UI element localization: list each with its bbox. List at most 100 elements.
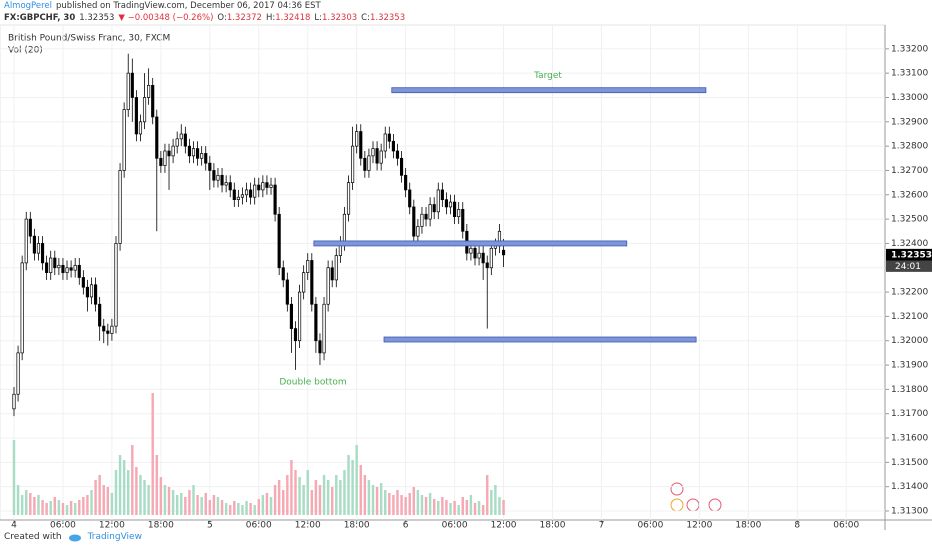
volume-bar xyxy=(371,485,375,515)
x-tick-label: 4 xyxy=(11,521,17,531)
y-tick-label: 1.32500 xyxy=(891,215,928,225)
x-tick-label: 06:00 xyxy=(246,521,272,531)
candle-body xyxy=(114,243,118,327)
event-icon[interactable] xyxy=(708,498,722,512)
candle-body xyxy=(322,303,326,354)
x-tick-label: 18:00 xyxy=(344,521,370,531)
volume-bar xyxy=(212,495,216,515)
candle-body xyxy=(142,97,147,123)
countdown-box xyxy=(886,260,932,272)
volume-bar xyxy=(175,495,179,515)
ohlc-key: C: xyxy=(361,13,370,23)
volume-bar xyxy=(114,470,118,515)
candle-body xyxy=(428,204,432,220)
volume-bar xyxy=(277,480,281,515)
candle-body xyxy=(269,184,273,188)
x-tick-label: 12:00 xyxy=(491,521,517,531)
volume-bar xyxy=(294,470,297,515)
candle-body xyxy=(444,199,449,208)
brand[interactable]: TradingView xyxy=(87,532,142,542)
volume-bar xyxy=(343,470,346,515)
event-icon[interactable] xyxy=(686,498,700,512)
volume-bar xyxy=(20,495,24,515)
volume-bar xyxy=(208,500,212,515)
candle-body xyxy=(453,201,457,218)
candle-body xyxy=(330,267,334,281)
author[interactable]: AlmogPerel xyxy=(4,1,53,11)
volume-bar xyxy=(228,505,232,515)
volume-bar xyxy=(37,495,40,515)
candle-body xyxy=(147,84,151,98)
y-tick-label: 1.33100 xyxy=(891,69,928,79)
candle-body xyxy=(420,213,424,227)
candle-body xyxy=(244,189,249,196)
candle-body xyxy=(306,260,310,273)
price: 1.32353 xyxy=(79,13,115,23)
change: ▼ −0.00348 (−0.26%) xyxy=(118,13,214,23)
volume-bar xyxy=(404,497,407,515)
volume-bar xyxy=(290,460,293,515)
volume-bar xyxy=(367,480,371,515)
ohlc: O:1.32372 H:1.32418 L:1.32303 C:1.32353 xyxy=(217,12,405,24)
ohlc-key: L: xyxy=(314,13,322,23)
candle-body xyxy=(200,153,204,159)
y-tick-label: 1.31900 xyxy=(891,361,928,371)
volume-bar xyxy=(384,490,387,515)
volume-bar xyxy=(388,493,391,515)
candle-body xyxy=(334,255,338,281)
volume-bar xyxy=(306,470,309,515)
candle-body xyxy=(151,84,155,118)
volume-bar xyxy=(220,500,224,515)
x-tick-label: 5 xyxy=(207,521,213,531)
volume-bar xyxy=(73,503,77,515)
candle-body xyxy=(179,133,183,140)
volume-bar xyxy=(441,497,444,515)
candle-body xyxy=(281,267,285,281)
volume-bar xyxy=(233,501,236,515)
ohlc-item: C:1.32353 xyxy=(361,12,405,24)
last-price-label: 1.32353 xyxy=(891,250,932,260)
ohlc-item: O:1.32372 xyxy=(217,12,262,24)
event-icons[interactable] xyxy=(670,482,722,512)
candle-body xyxy=(326,267,330,305)
volume-bar xyxy=(106,487,110,515)
y-tick-label: 1.31600 xyxy=(891,434,928,444)
level-line xyxy=(383,336,697,343)
volume-bar xyxy=(269,497,273,515)
candle-body xyxy=(404,174,408,191)
x-tick-label: 06:00 xyxy=(50,521,76,531)
symbol: FX:GBPCHF, 30 xyxy=(4,13,76,23)
volume-bar xyxy=(126,470,130,515)
volume-bar xyxy=(110,493,114,515)
candle-body xyxy=(45,262,49,273)
candle-body xyxy=(285,279,289,305)
volume-bar xyxy=(257,499,260,515)
candle-body xyxy=(408,189,412,208)
candle-body xyxy=(155,116,159,159)
volume-bar xyxy=(245,501,248,515)
candle-body xyxy=(253,184,257,198)
volume-bar xyxy=(69,501,73,515)
candle-body xyxy=(65,267,69,273)
volume-bar xyxy=(45,503,48,515)
volume-bar xyxy=(502,500,505,515)
candle-body xyxy=(236,196,240,200)
volume-bar xyxy=(33,497,36,515)
logo xyxy=(68,534,81,541)
candle-body xyxy=(240,194,245,198)
candle-body xyxy=(175,138,179,147)
volume-bar xyxy=(339,480,342,515)
volume-bar xyxy=(90,490,93,515)
candle-body xyxy=(106,330,110,334)
candle-body xyxy=(61,264,65,273)
volume-bar xyxy=(98,475,101,515)
volume-bar xyxy=(216,497,220,515)
event-icon[interactable] xyxy=(670,482,684,496)
volume-bar xyxy=(143,480,146,515)
ohlc-item: L:1.32303 xyxy=(314,12,357,24)
countdown-label: 24:01 xyxy=(895,262,921,272)
y-tick-label: 1.32800 xyxy=(891,142,928,152)
event-icon[interactable] xyxy=(670,498,684,512)
volume-bar xyxy=(355,445,358,515)
volume-bar xyxy=(351,460,354,515)
